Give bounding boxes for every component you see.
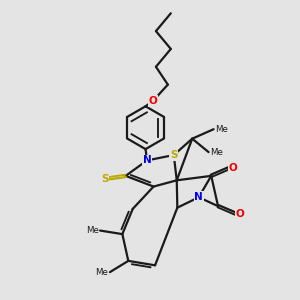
Text: S: S (101, 174, 109, 184)
Text: O: O (229, 163, 237, 172)
Text: S: S (170, 150, 178, 160)
Text: O: O (236, 209, 244, 220)
Text: N: N (143, 155, 152, 165)
Text: N: N (194, 192, 203, 202)
Text: Me: Me (210, 148, 223, 157)
Text: O: O (148, 96, 157, 106)
Text: Me: Me (215, 125, 228, 134)
Text: Me: Me (95, 268, 108, 277)
Text: Me: Me (86, 226, 99, 235)
